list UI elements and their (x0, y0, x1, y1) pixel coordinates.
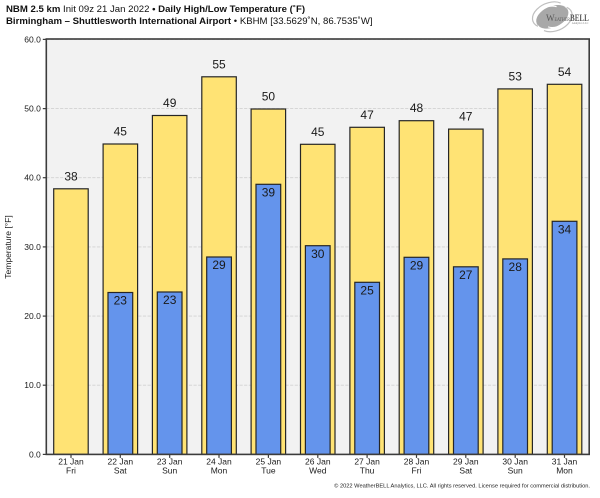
svg-text:45: 45 (311, 125, 325, 139)
svg-text:29: 29 (410, 259, 424, 273)
svg-text:30.0: 30.0 (24, 242, 41, 252)
svg-text:EATHER: EATHER (555, 17, 571, 23)
svg-text:53: 53 (509, 69, 523, 83)
svg-text:55: 55 (212, 57, 226, 71)
svg-text:48: 48 (410, 101, 424, 115)
svg-text:NBM 2.5 km Init 09z 21 Jan 202: NBM 2.5 km Init 09z 21 Jan 2022 • Daily … (6, 4, 305, 15)
svg-text:Wed: Wed (309, 466, 327, 476)
svg-text:25 Jan: 25 Jan (256, 456, 282, 466)
svg-text:28: 28 (509, 260, 523, 274)
svg-text:10.0: 10.0 (24, 380, 41, 390)
svg-text:Sat: Sat (459, 466, 472, 476)
svg-text:24 Jan: 24 Jan (206, 456, 232, 466)
svg-text:20.0: 20.0 (24, 311, 41, 321)
svg-text:BELL: BELL (570, 13, 589, 23)
svg-text:26 Jan: 26 Jan (305, 456, 331, 466)
svg-text:Birmingham – Shuttlesworth Int: Birmingham – Shuttlesworth International… (6, 16, 373, 27)
svg-text:39: 39 (262, 186, 276, 200)
svg-text:Thu: Thu (360, 466, 375, 476)
svg-text:54: 54 (558, 65, 572, 79)
svg-text:49: 49 (163, 96, 177, 110)
svg-text:21 Jan: 21 Jan (58, 456, 84, 466)
svg-text:Fri: Fri (412, 466, 422, 476)
svg-text:23 Jan: 23 Jan (157, 456, 183, 466)
svg-text:34: 34 (558, 223, 572, 237)
svg-text:22 Jan: 22 Jan (108, 456, 134, 466)
svg-text:27 Jan: 27 Jan (354, 456, 380, 466)
svg-text:Sat: Sat (114, 466, 127, 476)
svg-text:Mon: Mon (556, 466, 573, 476)
svg-text:31 Jan: 31 Jan (552, 456, 578, 466)
svg-text:Fri: Fri (66, 466, 76, 476)
svg-text:25: 25 (360, 284, 374, 298)
svg-text:Sun: Sun (508, 466, 523, 476)
svg-text:Mon: Mon (211, 466, 228, 476)
svg-text:47: 47 (360, 108, 374, 122)
svg-text:23: 23 (163, 293, 177, 307)
svg-text:30: 30 (311, 247, 325, 261)
svg-text:29 Jan: 29 Jan (453, 456, 479, 466)
svg-text:28 Jan: 28 Jan (404, 456, 430, 466)
svg-text:50: 50 (262, 90, 276, 104)
svg-text:50.0: 50.0 (24, 104, 41, 114)
svg-text:© 2022 WeatherBELL Analytics,: © 2022 WeatherBELL Analytics, LLC. All r… (334, 483, 590, 490)
svg-text:0.0: 0.0 (29, 449, 41, 459)
svg-text:23: 23 (114, 294, 128, 308)
svg-text:45: 45 (114, 125, 128, 139)
svg-text:29: 29 (212, 258, 226, 272)
svg-text:60.0: 60.0 (24, 34, 41, 44)
svg-text:47: 47 (459, 110, 473, 124)
svg-text:W: W (546, 13, 555, 23)
svg-text:30 Jan: 30 Jan (502, 456, 528, 466)
svg-text:40.0: 40.0 (24, 173, 41, 183)
svg-text:Tue: Tue (261, 466, 276, 476)
svg-text:38: 38 (64, 169, 78, 183)
svg-text:27: 27 (459, 268, 473, 282)
svg-text:Analytics LLC: Analytics LLC (572, 22, 589, 25)
svg-text:Sun: Sun (162, 466, 177, 476)
svg-text:Temperature [°F]: Temperature [°F] (3, 215, 13, 278)
